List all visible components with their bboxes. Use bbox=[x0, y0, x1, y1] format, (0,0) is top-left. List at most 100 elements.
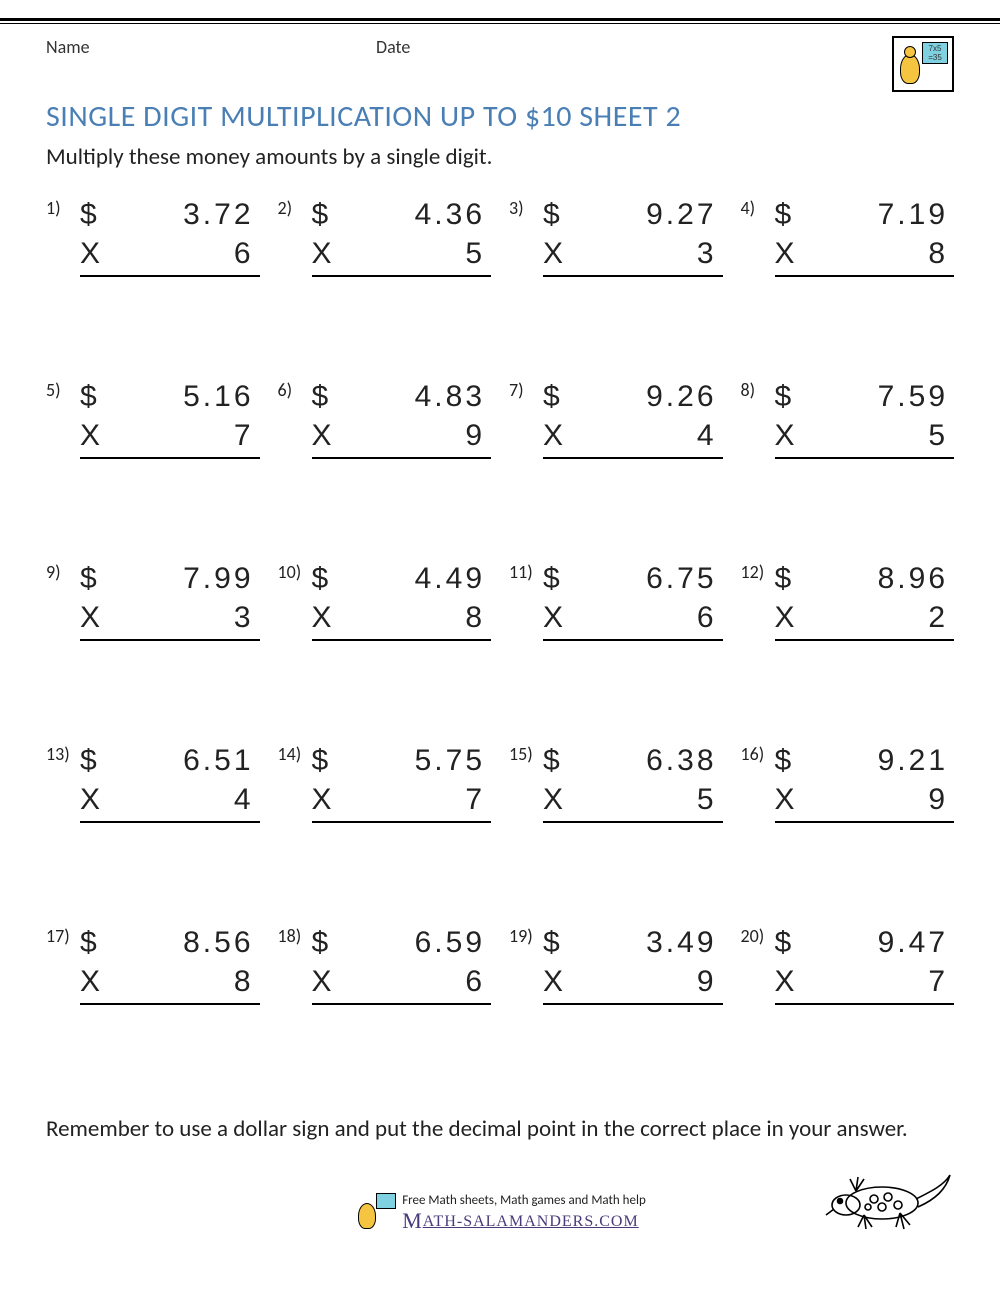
amount-value: 4.36 bbox=[342, 195, 492, 234]
problem-rule bbox=[543, 639, 723, 641]
problem-rule bbox=[775, 1003, 955, 1005]
problem: 20)$9.47X7 bbox=[741, 923, 955, 1005]
amount-value: 6.75 bbox=[573, 559, 723, 598]
problems-grid: 1)$3.72X62)$4.36X53)$9.27X34)$7.19X85)$5… bbox=[46, 195, 954, 1005]
multiplier-value: 3 bbox=[573, 234, 723, 273]
footer-site: MATH-SALAMANDERS.COM bbox=[402, 1213, 638, 1230]
footer-logo-icon bbox=[354, 1193, 396, 1235]
problem-number: 8) bbox=[741, 377, 775, 459]
multiply-symbol: X bbox=[543, 234, 573, 273]
date-label: Date bbox=[376, 36, 892, 58]
currency-symbol: $ bbox=[775, 195, 805, 234]
multiplier-value: 7 bbox=[110, 416, 260, 455]
problem-rule bbox=[543, 275, 723, 277]
amount-value: 4.49 bbox=[342, 559, 492, 598]
problem-number: 19) bbox=[509, 923, 543, 1005]
multiply-symbol: X bbox=[775, 234, 805, 273]
multiply-symbol: X bbox=[775, 416, 805, 455]
problem-number: 13) bbox=[46, 741, 80, 823]
problem-rule bbox=[312, 275, 492, 277]
multiply-symbol: X bbox=[312, 416, 342, 455]
multiply-symbol: X bbox=[312, 234, 342, 273]
multiplier-value: 4 bbox=[573, 416, 723, 455]
multiplier-value: 8 bbox=[342, 598, 492, 637]
footer-branding: Free Math sheets, Math games and Math he… bbox=[196, 1193, 804, 1235]
problem-work: $9.27X3 bbox=[543, 195, 723, 277]
worksheet-page: Name Date 7x5 =35 SINGLE DIGIT MULTIPLIC… bbox=[0, 32, 1000, 1255]
problem-work: $7.99X3 bbox=[80, 559, 260, 641]
amount-value: 8.56 bbox=[110, 923, 260, 962]
amount-value: 7.19 bbox=[805, 195, 955, 234]
multiplier-value: 7 bbox=[805, 962, 955, 1001]
multiply-symbol: X bbox=[312, 962, 342, 1001]
problem: 7)$9.26X4 bbox=[509, 377, 723, 459]
amount-value: 3.49 bbox=[573, 923, 723, 962]
problem-rule bbox=[312, 457, 492, 459]
amount-value: 9.27 bbox=[573, 195, 723, 234]
problem-work: $4.49X8 bbox=[312, 559, 492, 641]
problem: 6)$4.83X9 bbox=[278, 377, 492, 459]
multiplier-value: 5 bbox=[573, 780, 723, 819]
problem-work: $7.19X8 bbox=[775, 195, 955, 277]
problem-work: $5.16X7 bbox=[80, 377, 260, 459]
currency-symbol: $ bbox=[775, 377, 805, 416]
currency-symbol: $ bbox=[80, 923, 110, 962]
problem: 18)$6.59X6 bbox=[278, 923, 492, 1005]
problem: 8)$7.59X5 bbox=[741, 377, 955, 459]
amount-value: 3.72 bbox=[110, 195, 260, 234]
problem: 10)$4.49X8 bbox=[278, 559, 492, 641]
amount-value: 8.96 bbox=[805, 559, 955, 598]
multiplier-value: 5 bbox=[805, 416, 955, 455]
currency-symbol: $ bbox=[80, 377, 110, 416]
multiplier-value: 8 bbox=[110, 962, 260, 1001]
currency-symbol: $ bbox=[80, 195, 110, 234]
problem: 19)$3.49X9 bbox=[509, 923, 723, 1005]
problem: 17)$8.56X8 bbox=[46, 923, 260, 1005]
problem-rule bbox=[80, 639, 260, 641]
problem-rule bbox=[775, 639, 955, 641]
problem: 12)$8.96X2 bbox=[741, 559, 955, 641]
problem: 2)$4.36X5 bbox=[278, 195, 492, 277]
worksheet-instruction: Multiply these money amounts by a single… bbox=[46, 143, 954, 171]
problem-rule bbox=[80, 1003, 260, 1005]
currency-symbol: $ bbox=[312, 195, 342, 234]
multiplier-value: 3 bbox=[110, 598, 260, 637]
problem-work: $4.36X5 bbox=[312, 195, 492, 277]
multiplier-value: 9 bbox=[342, 416, 492, 455]
problem: 9)$7.99X3 bbox=[46, 559, 260, 641]
multiply-symbol: X bbox=[80, 598, 110, 637]
multiplier-value: 4 bbox=[110, 780, 260, 819]
amount-value: 6.38 bbox=[573, 741, 723, 780]
footer: Free Math sheets, Math games and Math he… bbox=[46, 1155, 954, 1235]
problem-rule bbox=[543, 821, 723, 823]
problem-rule bbox=[312, 639, 492, 641]
problem-number: 16) bbox=[741, 741, 775, 823]
problem-number: 15) bbox=[509, 741, 543, 823]
multiplier-value: 9 bbox=[573, 962, 723, 1001]
problem: 13)$6.51X4 bbox=[46, 741, 260, 823]
problem-rule bbox=[775, 457, 955, 459]
problem-work: $3.72X6 bbox=[80, 195, 260, 277]
problem-number: 3) bbox=[509, 195, 543, 277]
multiplier-value: 7 bbox=[342, 780, 492, 819]
problem-rule bbox=[80, 275, 260, 277]
problem-rule bbox=[312, 821, 492, 823]
problem-rule bbox=[312, 1003, 492, 1005]
multiplier-value: 6 bbox=[342, 962, 492, 1001]
problem-rule bbox=[775, 275, 955, 277]
multiplier-value: 8 bbox=[805, 234, 955, 273]
problem-work: $6.75X6 bbox=[543, 559, 723, 641]
multiply-symbol: X bbox=[80, 962, 110, 1001]
currency-symbol: $ bbox=[80, 741, 110, 780]
problem-number: 4) bbox=[741, 195, 775, 277]
problem: 15)$6.38X5 bbox=[509, 741, 723, 823]
multiply-symbol: X bbox=[543, 416, 573, 455]
problem: 14)$5.75X7 bbox=[278, 741, 492, 823]
currency-symbol: $ bbox=[775, 559, 805, 598]
problem-work: $8.96X2 bbox=[775, 559, 955, 641]
amount-value: 5.75 bbox=[342, 741, 492, 780]
currency-symbol: $ bbox=[543, 559, 573, 598]
problem: 5)$5.16X7 bbox=[46, 377, 260, 459]
header-row: Name Date 7x5 =35 bbox=[46, 32, 954, 92]
multiplier-value: 9 bbox=[805, 780, 955, 819]
